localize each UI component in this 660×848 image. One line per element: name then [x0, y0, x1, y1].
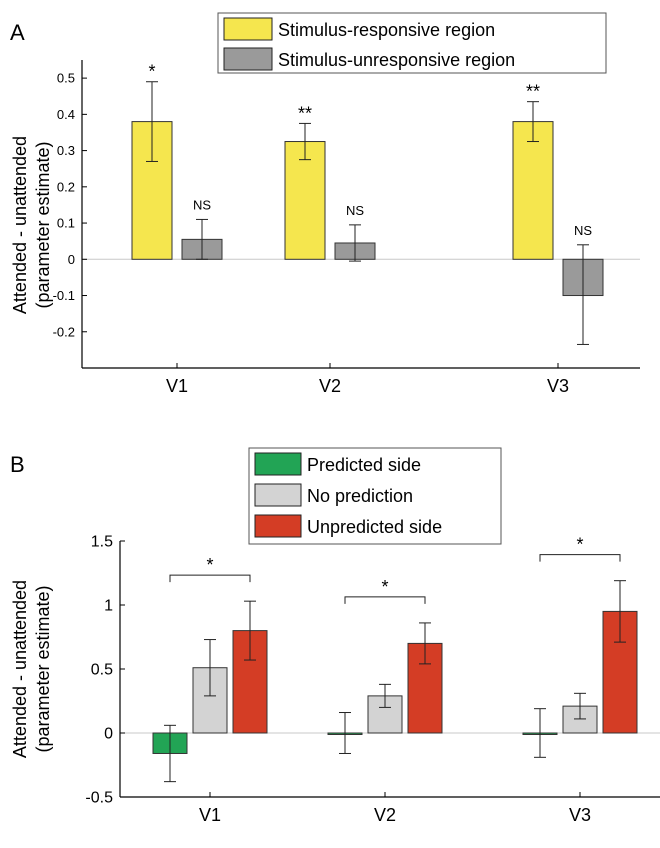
- legend-swatch: [223, 17, 273, 41]
- significance-label: *: [206, 555, 213, 575]
- significance-label: NS: [574, 223, 592, 238]
- y-tick-label: 1: [104, 598, 113, 615]
- x-tick-label: V3: [547, 376, 569, 396]
- legend-label: Predicted side: [307, 455, 421, 475]
- y-axis-label: Attended - unattended: [10, 136, 30, 314]
- legend-swatch: [254, 483, 302, 507]
- legend-label: No prediction: [307, 486, 413, 506]
- significance-label: *: [148, 62, 155, 82]
- y-tick-label: 1.5: [91, 534, 113, 551]
- legend-swatch: [254, 452, 302, 476]
- legend-swatch: [254, 514, 302, 538]
- significance-label: *: [576, 535, 583, 555]
- y-tick-label: 0.5: [57, 71, 75, 86]
- significance-label: *: [381, 577, 388, 597]
- x-tick-label: V2: [374, 805, 396, 825]
- x-tick-label: V3: [569, 805, 591, 825]
- significance-label: **: [526, 82, 540, 102]
- x-tick-label: V1: [199, 805, 221, 825]
- bar: [512, 121, 554, 260]
- y-tick-label: 0: [68, 252, 75, 267]
- y-axis-label: (parameter estimate): [33, 141, 53, 308]
- significance-bracket: [539, 554, 621, 562]
- legend-label: Unpredicted side: [307, 517, 442, 537]
- bar: [284, 141, 326, 260]
- panel-label: A: [10, 20, 25, 45]
- significance-bracket: [344, 596, 426, 604]
- legend-swatch: [223, 47, 273, 71]
- y-axis-label: (parameter estimate): [33, 585, 53, 752]
- x-tick-label: V1: [166, 376, 188, 396]
- legend-box: [217, 12, 607, 74]
- significance-bracket: [169, 574, 251, 583]
- y-tick-label: -0.5: [85, 790, 113, 807]
- legend-label: Stimulus-unresponsive region: [278, 50, 515, 70]
- significance-label: NS: [346, 203, 364, 218]
- panel-a: A -0.2 -0.1 0 0.1 0.2 0.3 0.4 0.5 Attended - unat…: [10, 12, 640, 396]
- panel-b: B -0.5 0 0.5 1 1.5 Attended - unattended (param…: [10, 447, 660, 825]
- legend-label: Stimulus-responsive region: [278, 20, 495, 40]
- y-tick-label: 0.1: [57, 216, 75, 231]
- y-tick-label: -0.2: [53, 324, 75, 339]
- y-tick-label: 0: [104, 726, 113, 743]
- significance-label: NS: [193, 197, 211, 212]
- panel-label: B: [10, 452, 25, 477]
- y-tick-label: 0.3: [57, 143, 75, 158]
- x-tick-label: V2: [319, 376, 341, 396]
- y-axis-label: Attended - unattended: [10, 580, 30, 758]
- y-tick-label: 0.4: [57, 107, 75, 122]
- y-tick-label: 0.5: [91, 662, 113, 679]
- significance-label: **: [298, 103, 312, 123]
- y-tick-label: -0.1: [53, 288, 75, 303]
- y-tick-label: 0.2: [57, 179, 75, 194]
